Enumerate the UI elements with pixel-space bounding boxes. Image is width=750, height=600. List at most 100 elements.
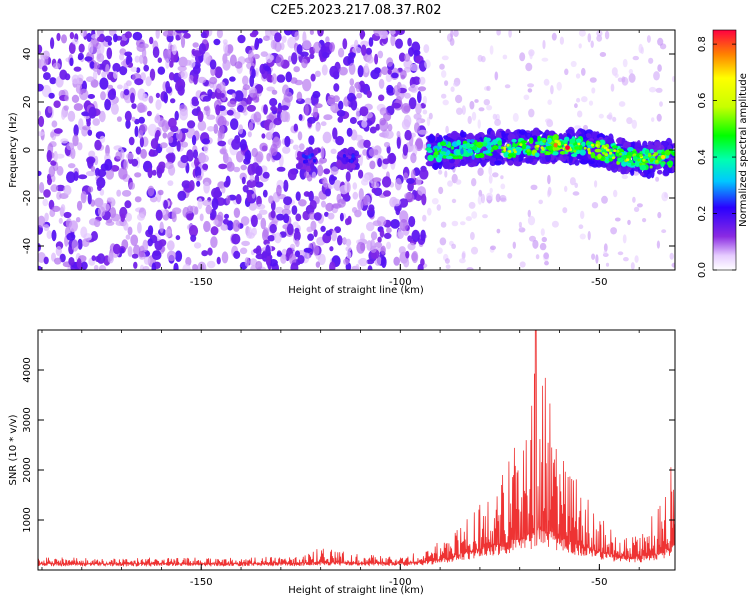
heatmap-cell bbox=[193, 75, 198, 85]
spectrogram-y-tick-label: -40 bbox=[22, 238, 33, 254]
heatmap-cell bbox=[308, 135, 315, 145]
heatmap-cell bbox=[170, 98, 176, 104]
heatmap-cell bbox=[661, 229, 667, 234]
heatmap-cell bbox=[590, 151, 596, 159]
heatmap-cell bbox=[54, 257, 62, 265]
heatmap-cell bbox=[413, 113, 422, 120]
heatmap-cell bbox=[530, 184, 538, 190]
heatmap-cell bbox=[523, 94, 530, 101]
heatmap-cell bbox=[188, 180, 195, 192]
heatmap-cell bbox=[266, 114, 275, 121]
heatmap-cell bbox=[337, 151, 345, 157]
heatmap-cell bbox=[197, 76, 207, 84]
heatmap-cell bbox=[489, 187, 493, 194]
heatmap-cell bbox=[597, 153, 602, 160]
heatmap-cell bbox=[559, 36, 565, 45]
heatmap-cell bbox=[589, 77, 597, 83]
heatmap-cell bbox=[155, 30, 160, 39]
heatmap-cell bbox=[508, 150, 512, 153]
heatmap-cell bbox=[628, 68, 634, 75]
heatmap-cell bbox=[591, 87, 596, 94]
heatmap-cell bbox=[298, 114, 303, 121]
heatmap-cell bbox=[132, 31, 143, 41]
heatmap-cell bbox=[180, 70, 188, 80]
heatmap-cell bbox=[205, 105, 211, 117]
heatmap-cell bbox=[174, 250, 183, 262]
heatmap-cell bbox=[297, 255, 305, 264]
heatmap-cell bbox=[53, 128, 63, 134]
heatmap-cell bbox=[667, 165, 673, 173]
heatmap-cell bbox=[38, 115, 45, 128]
heatmap-cell bbox=[147, 225, 154, 236]
heatmap-cell bbox=[595, 144, 599, 147]
heatmap-cell bbox=[349, 78, 355, 86]
heatmap-cell bbox=[200, 31, 207, 39]
heatmap-cell bbox=[203, 142, 209, 154]
heatmap-cell bbox=[591, 131, 598, 138]
heatmap-cell bbox=[382, 158, 390, 165]
heatmap-cell bbox=[73, 124, 79, 137]
heatmap-cell bbox=[644, 149, 650, 155]
heatmap-cell bbox=[244, 149, 252, 163]
heatmap-cell bbox=[149, 36, 154, 45]
heatmap-cell bbox=[412, 76, 421, 85]
heatmap-cell bbox=[43, 256, 49, 265]
heatmap-cell bbox=[415, 103, 422, 115]
heatmap-cell bbox=[229, 76, 236, 82]
heatmap-cell bbox=[338, 47, 345, 58]
heatmap-cell bbox=[263, 227, 269, 238]
heatmap-cell bbox=[477, 119, 481, 129]
heatmap-cell bbox=[289, 253, 297, 266]
heatmap-cell bbox=[97, 169, 107, 178]
heatmap-cell bbox=[187, 120, 196, 129]
heatmap-cell bbox=[264, 65, 271, 72]
heatmap-cell bbox=[486, 192, 493, 201]
heatmap-cell bbox=[258, 209, 268, 215]
heatmap-cell bbox=[38, 215, 46, 228]
heatmap-cell bbox=[310, 153, 314, 157]
heatmap-cell bbox=[67, 110, 76, 122]
heatmap-cell bbox=[269, 122, 275, 135]
heatmap-cell bbox=[587, 33, 592, 43]
heatmap-cell bbox=[236, 104, 244, 113]
heatmap-cell bbox=[234, 111, 241, 120]
heatmap-cell bbox=[657, 211, 662, 219]
heatmap-cell bbox=[43, 224, 50, 232]
heatmap-cell bbox=[315, 123, 321, 132]
heatmap-cell bbox=[206, 260, 216, 269]
heatmap-cell bbox=[163, 92, 168, 104]
heatmap-cell bbox=[255, 245, 262, 256]
heatmap-cell bbox=[521, 142, 527, 149]
heatmap-cell bbox=[547, 99, 552, 105]
heatmap-cell bbox=[55, 153, 65, 159]
heatmap-cell bbox=[532, 239, 539, 249]
heatmap-cell bbox=[295, 239, 300, 248]
heatmap-cell bbox=[321, 200, 326, 208]
heatmap-cell bbox=[246, 191, 252, 203]
heatmap-cell bbox=[372, 177, 382, 183]
spectrogram-x-axis-label: Height of straight line (km) bbox=[288, 285, 424, 296]
heatmap-cell bbox=[383, 112, 392, 122]
heatmap-cell bbox=[313, 229, 318, 238]
heatmap-cell bbox=[180, 35, 186, 49]
heatmap-cell bbox=[197, 198, 203, 210]
heatmap-cell bbox=[283, 196, 293, 206]
heatmap-cell bbox=[413, 49, 421, 56]
heatmap-cell bbox=[237, 34, 246, 44]
heatmap-cell bbox=[398, 52, 406, 62]
heatmap-cell bbox=[351, 154, 355, 159]
heatmap-cell bbox=[269, 98, 278, 107]
heatmap-cell bbox=[393, 256, 401, 266]
heatmap-cell bbox=[417, 186, 427, 196]
heatmap-cell bbox=[44, 212, 49, 222]
heatmap-cell bbox=[596, 133, 606, 140]
heatmap-cell bbox=[348, 52, 356, 58]
heatmap-cell bbox=[626, 155, 632, 159]
heatmap-cell bbox=[201, 138, 210, 145]
heatmap-cell bbox=[249, 32, 257, 38]
heatmap-cell bbox=[485, 137, 491, 142]
colorbar-tick-label: 0.2 bbox=[697, 206, 708, 222]
heatmap-cell bbox=[263, 104, 268, 115]
heatmap-cell bbox=[104, 35, 113, 43]
heatmap-cell bbox=[488, 174, 493, 184]
